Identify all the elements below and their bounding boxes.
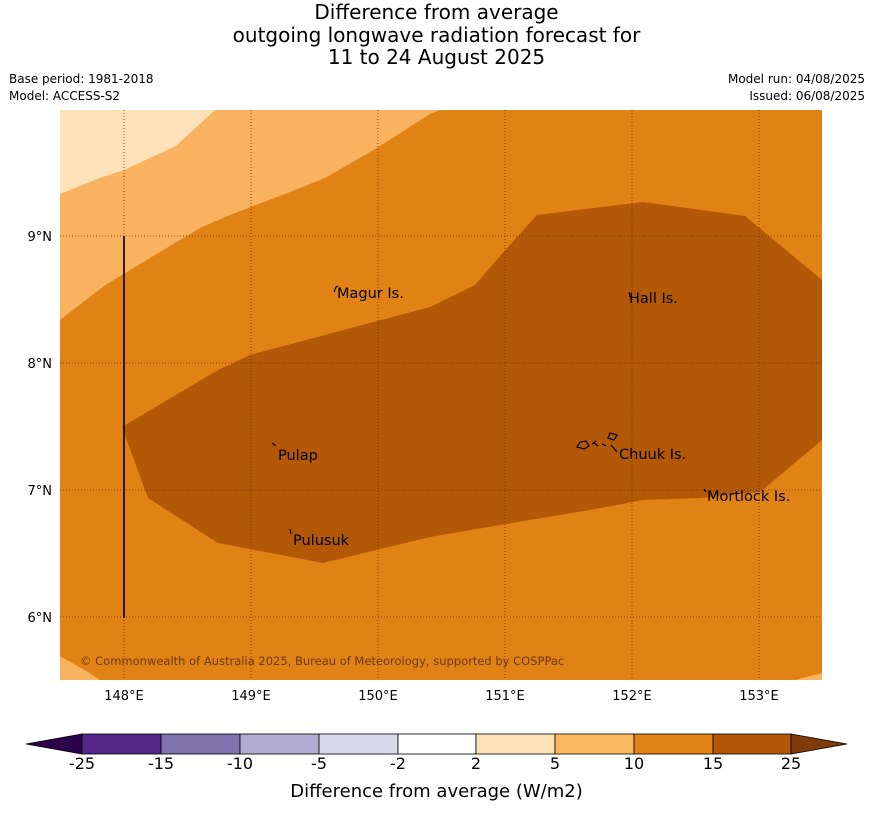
colorbar-tick-label: -2: [390, 754, 406, 773]
place-magur: Magur Is.: [337, 286, 404, 302]
colorbar-extend-low: [25, 733, 83, 755]
hall-island-shape: [628, 291, 631, 298]
title-line-1: Difference from average: [314, 0, 559, 24]
colorbar-tick-label: -10: [226, 754, 254, 773]
pulap-island-shape: [271, 442, 277, 447]
lon-label-149: 149°E: [231, 689, 271, 704]
colorbar-bin-5: [397, 733, 477, 755]
lat-label-6: 6°N: [28, 611, 53, 626]
copyright-text: © Commonwealth of Australia 2025, Bureau…: [80, 654, 564, 668]
colorbar-bin-6: [475, 733, 556, 755]
run-info: Model run: 04/08/2025 Issued: 06/08/2025: [728, 71, 865, 105]
model-text: Model: ACCESS-S2: [9, 89, 121, 103]
colorbar-bin-7: [554, 733, 635, 755]
lon-label-152: 152°E: [612, 689, 652, 704]
lat-label-7: 7°N: [28, 484, 53, 499]
contour-field: [60, 110, 822, 680]
lat-label-8: 8°N: [28, 357, 53, 372]
colorbar-title: Difference from average (W/m2): [290, 781, 583, 802]
contour-15-25: [122, 202, 822, 563]
colorbar-tick-label: 5: [549, 754, 561, 773]
gridlines: [60, 110, 822, 680]
place-labels: Magur Is. Hall Is. Pulap Chuuk Is. Mortl…: [278, 286, 790, 549]
colorbar-bin-1: [81, 733, 162, 755]
model-run-text: Model run: 04/08/2025: [727, 72, 865, 86]
colorbar-bin-3: [239, 733, 320, 755]
colorbar-tick-label: 15: [702, 754, 724, 773]
colorbar-tick-label: -5: [311, 754, 327, 773]
contour-5-10-corner-right: [795, 673, 822, 680]
mortlock-island-shape: [703, 488, 707, 493]
colorbar-extend-high: [790, 733, 848, 755]
colorbar-tick-label: 25: [780, 754, 802, 773]
lon-label-153: 153°E: [739, 689, 779, 704]
place-hall: Hall Is.: [629, 291, 678, 307]
base-info: Base period: 1981-2018 Model: ACCESS-S2: [9, 71, 154, 105]
place-pulusuk: Pulusuk: [293, 533, 350, 549]
contour-5-10-corner: [60, 656, 100, 680]
magur-island-shape: [333, 285, 339, 293]
pulusuk-island-shape: [289, 528, 292, 535]
colorbar-bin-4: [318, 733, 399, 755]
title-line-3: 11 to 24 August 2025: [327, 45, 546, 69]
colorbar-bin-9: [712, 733, 792, 755]
contour-2-5: [60, 110, 215, 194]
colorbar-bin-8: [633, 733, 714, 755]
lon-label-148: 148°E: [104, 689, 144, 704]
place-mortlock: Mortlock Is.: [707, 489, 790, 505]
contour-5-10: [60, 110, 440, 320]
latitude-labels: 9°N 8°N 7°N 6°N: [28, 230, 53, 626]
lon-label-151: 151°E: [485, 689, 525, 704]
colorbar-tick-label: 2: [470, 754, 482, 773]
place-pulap: Pulap: [278, 448, 318, 464]
chuuk-lagoon-shape: [576, 432, 618, 453]
lon-label-150: 150°E: [358, 689, 398, 704]
colorbar: [25, 733, 848, 755]
colorbar-tick-label: -25: [68, 754, 96, 773]
longitude-labels: 148°E 149°E 150°E 151°E 152°E 153°E: [104, 689, 779, 704]
island-outlines: [271, 285, 707, 535]
issued-text: Issued: 06/08/2025: [749, 89, 865, 103]
colorbar-tick-label: -15: [147, 754, 175, 773]
colorbar-bin-2: [160, 733, 241, 755]
title-line-2: outgoing longwave radiation forecast for: [232, 22, 641, 47]
colorbar-tick-label: 10: [623, 754, 645, 773]
lat-label-9: 9°N: [28, 230, 53, 245]
base-period-text: Base period: 1981-2018: [9, 72, 154, 86]
map-title: Difference from average outgoing longwav…: [0, 1, 873, 69]
place-chuuk: Chuuk Is.: [619, 447, 686, 463]
